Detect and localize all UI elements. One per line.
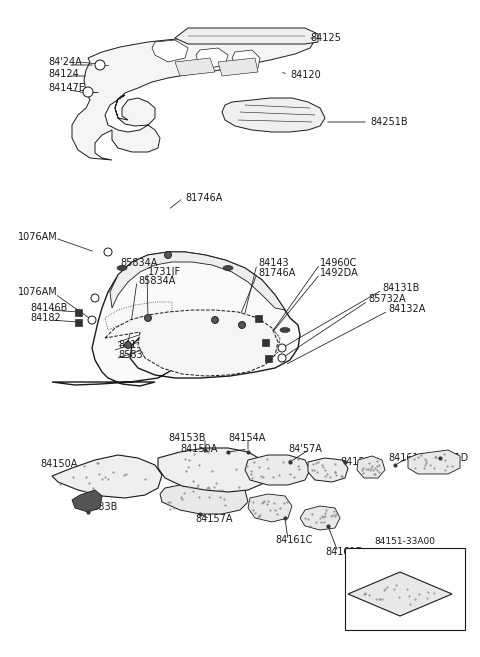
Polygon shape — [52, 252, 300, 386]
Text: 1076AM: 1076AM — [18, 287, 58, 297]
Text: 84146B: 84146B — [30, 303, 67, 313]
Text: 81746A: 81746A — [185, 193, 222, 203]
Text: 81746A: 81746A — [258, 268, 295, 278]
Text: 84'24A: 84'24A — [48, 57, 82, 67]
Text: 84147E: 84147E — [48, 83, 85, 93]
Circle shape — [83, 87, 93, 97]
Circle shape — [95, 60, 105, 70]
Ellipse shape — [117, 265, 127, 271]
Polygon shape — [232, 50, 260, 70]
Bar — [264, 355, 272, 361]
Circle shape — [88, 316, 96, 324]
Polygon shape — [222, 98, 325, 132]
Polygon shape — [248, 494, 292, 522]
Polygon shape — [160, 482, 248, 514]
Polygon shape — [196, 48, 228, 68]
Circle shape — [239, 321, 245, 328]
Text: 14960C: 14960C — [320, 258, 358, 268]
Polygon shape — [218, 58, 258, 76]
Ellipse shape — [280, 327, 290, 332]
Polygon shape — [110, 252, 285, 310]
Text: 85834A: 85834A — [138, 276, 175, 286]
Bar — [254, 315, 262, 321]
Bar — [345, 548, 465, 630]
Text: 84157: 84157 — [340, 457, 371, 467]
Text: 84120: 84120 — [290, 70, 321, 80]
Text: 1731JF: 1731JF — [148, 267, 181, 277]
Text: 85834A: 85834A — [120, 258, 157, 268]
Polygon shape — [252, 328, 280, 366]
Text: 84157A: 84157A — [195, 514, 232, 524]
Circle shape — [212, 317, 218, 323]
Polygon shape — [105, 310, 278, 376]
Circle shape — [104, 248, 112, 256]
Polygon shape — [408, 450, 460, 474]
Text: 85732A: 85732A — [368, 294, 406, 304]
Circle shape — [144, 315, 152, 321]
Bar — [74, 309, 82, 315]
Polygon shape — [245, 455, 310, 485]
Ellipse shape — [223, 265, 233, 271]
Text: 84161D: 84161D — [430, 453, 468, 463]
Text: 84251B: 84251B — [370, 117, 408, 127]
Circle shape — [278, 344, 286, 352]
Polygon shape — [105, 302, 172, 330]
Polygon shape — [308, 458, 348, 482]
Text: 84133B: 84133B — [80, 502, 118, 512]
Text: 84124: 84124 — [48, 69, 79, 79]
Text: 84143: 84143 — [258, 258, 288, 268]
Bar — [262, 338, 268, 346]
Text: 1492DA: 1492DA — [320, 268, 359, 278]
Text: 85834A: 85834A — [118, 350, 156, 360]
Text: 84150A: 84150A — [180, 444, 217, 454]
Polygon shape — [175, 58, 215, 76]
Text: 84150A: 84150A — [40, 459, 77, 469]
Text: 84'57A: 84'57A — [288, 444, 322, 454]
Text: 84161D: 84161D — [325, 547, 363, 557]
Polygon shape — [175, 28, 318, 44]
Text: 84260: 84260 — [218, 350, 249, 360]
Text: 84125: 84125 — [310, 33, 341, 43]
Polygon shape — [300, 506, 340, 530]
Text: 84182: 84182 — [30, 313, 61, 323]
Circle shape — [124, 342, 132, 348]
Text: 84151-33A00: 84151-33A00 — [374, 537, 435, 546]
Polygon shape — [72, 490, 102, 512]
Text: 84132A: 84132A — [388, 304, 425, 314]
Polygon shape — [152, 40, 188, 62]
Circle shape — [278, 354, 286, 362]
Text: 84136: 84136 — [118, 340, 149, 350]
Polygon shape — [348, 572, 452, 616]
Bar — [74, 319, 82, 325]
Text: 84153B: 84153B — [168, 433, 205, 443]
Text: 84161C: 84161C — [275, 535, 312, 545]
Polygon shape — [158, 448, 268, 492]
Text: 84161C: 84161C — [388, 453, 425, 463]
Text: 500x500x1.8: 500x500x1.8 — [397, 617, 457, 626]
Circle shape — [91, 294, 99, 302]
Text: 1076AM: 1076AM — [18, 232, 58, 242]
Polygon shape — [52, 455, 162, 498]
Circle shape — [165, 252, 171, 258]
Text: 84131B: 84131B — [382, 283, 420, 293]
Polygon shape — [72, 34, 315, 160]
Text: 84154A: 84154A — [228, 433, 265, 443]
Polygon shape — [357, 456, 385, 478]
